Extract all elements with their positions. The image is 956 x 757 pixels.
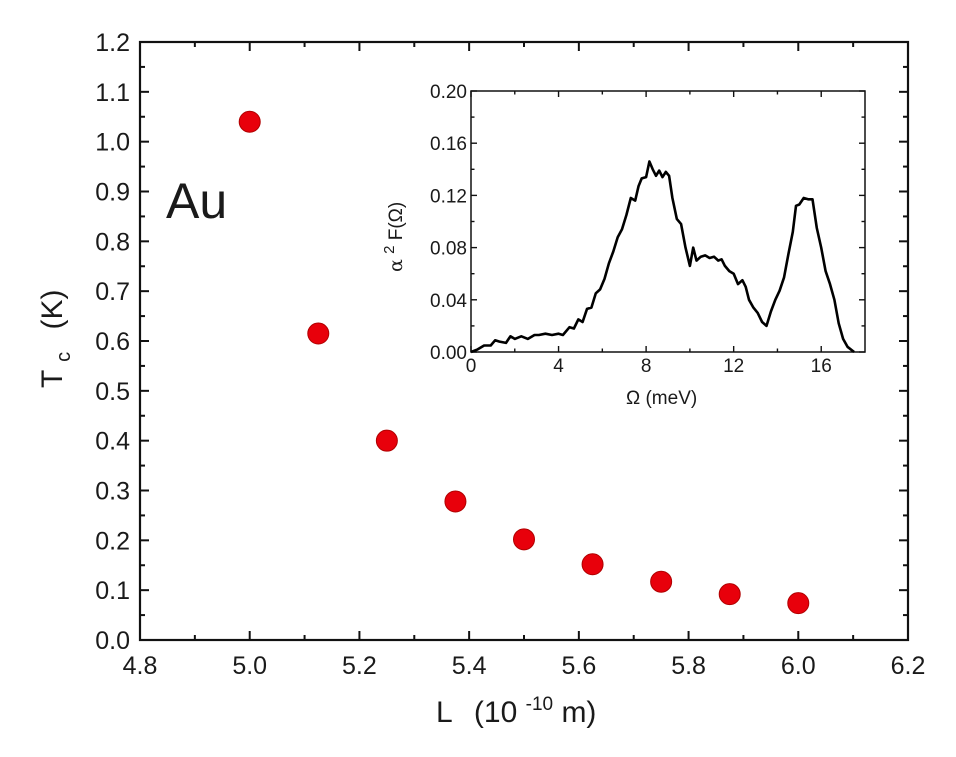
data-point (787, 592, 810, 615)
main-y-axis-title: T c (K) (36, 290, 77, 388)
main-data-points (238, 110, 810, 615)
y-tick-label: 0.8 (95, 228, 130, 256)
x-axis-unit-tail: m) (561, 696, 596, 729)
x-axis-unit-base: (10 (474, 696, 517, 729)
main-x-axis-title: L (10 -10 m) (436, 684, 596, 729)
y-tick-label: 0.1 (95, 577, 130, 605)
y-tick-label: 0.7 (95, 278, 130, 306)
y-tick-label: 0.12 (430, 186, 467, 207)
y-tick-label: 1.2 (95, 29, 130, 57)
x-tick-label: 5.2 (342, 652, 377, 680)
y-tick-label: 0.5 (95, 378, 130, 406)
inset-y-tick-labels: 0.00 0.04 0.08 0.12 0.16 0.20 (430, 82, 467, 364)
y-tick-label: 0.04 (430, 291, 467, 312)
data-point (307, 322, 330, 345)
x-axis-unit-exponent: -10 (526, 694, 553, 715)
x-tick-label: 5.8 (671, 652, 706, 680)
inset-y-alpha: α (385, 259, 407, 272)
material-annotation: Au (166, 173, 227, 229)
inset-spectrum-line (470, 160, 855, 354)
y-tick-label: 0.0 (95, 627, 130, 655)
data-point (513, 528, 535, 551)
x-tick-label: 6.2 (891, 652, 926, 680)
data-point (444, 490, 467, 513)
data-point (375, 429, 398, 452)
y-axis-symbol: T (36, 370, 69, 388)
data-point (581, 553, 604, 576)
y-tick-label: 0.20 (430, 82, 467, 103)
y-tick-label: 0.16 (430, 134, 467, 155)
y-tick-label: 0.08 (430, 239, 467, 260)
data-point (238, 110, 261, 133)
inset-axis-ticks (470, 90, 865, 353)
inset-x-tick-labels: 0 4 8 12 16 (466, 356, 832, 377)
x-tick-label: 5.6 (561, 652, 596, 680)
svg-text:T c (K): T c (K) (36, 290, 77, 388)
svg-text:α 2 F(Ω): α 2 F(Ω) (378, 202, 407, 272)
main-x-tick-labels: 4.8 5.0 5.2 5.4 5.6 5.8 6.0 6.2 (123, 652, 926, 680)
data-point (650, 570, 673, 593)
x-tick-label: 5.0 (232, 652, 267, 680)
y-axis-unit: (K) (36, 290, 69, 330)
x-tick-label: 4 (553, 356, 564, 377)
x-tick-label: 6.0 (781, 652, 816, 680)
y-tick-label: 0.4 (95, 428, 130, 456)
inset-y-exponent: 2 (381, 246, 398, 254)
y-tick-label: 0.2 (95, 527, 130, 555)
y-tick-label: 1.0 (95, 129, 130, 157)
main-axis-ticks (139, 41, 909, 641)
x-tick-label: 16 (811, 356, 832, 377)
x-tick-label: 0 (466, 356, 477, 377)
x-axis-symbol: L (436, 696, 452, 729)
y-tick-label: 0.6 (95, 328, 130, 356)
inset-x-axis-title: Ω (meV) (626, 388, 697, 409)
data-point (718, 583, 741, 606)
x-tick-label: 5.4 (452, 652, 487, 680)
y-axis-subscript: c (53, 352, 75, 362)
y-tick-label: 1.1 (95, 79, 130, 107)
x-tick-label: 8 (641, 356, 652, 377)
inset-y-axis-title: α 2 F(Ω) (378, 202, 407, 272)
y-tick-label: 0.3 (95, 478, 130, 506)
x-tick-label: 4.8 (123, 652, 158, 680)
inset-y-rest: F(Ω) (386, 202, 407, 240)
main-y-tick-labels: 0.0 0.1 0.2 0.3 0.4 0.5 0.6 0.7 0.8 0.9 1.0 1.1 1.2 (95, 29, 130, 655)
y-tick-label: 0.9 (95, 179, 130, 207)
inset-background (471, 91, 865, 352)
x-tick-label: 12 (723, 356, 744, 377)
y-tick-label: 0.00 (430, 343, 467, 364)
